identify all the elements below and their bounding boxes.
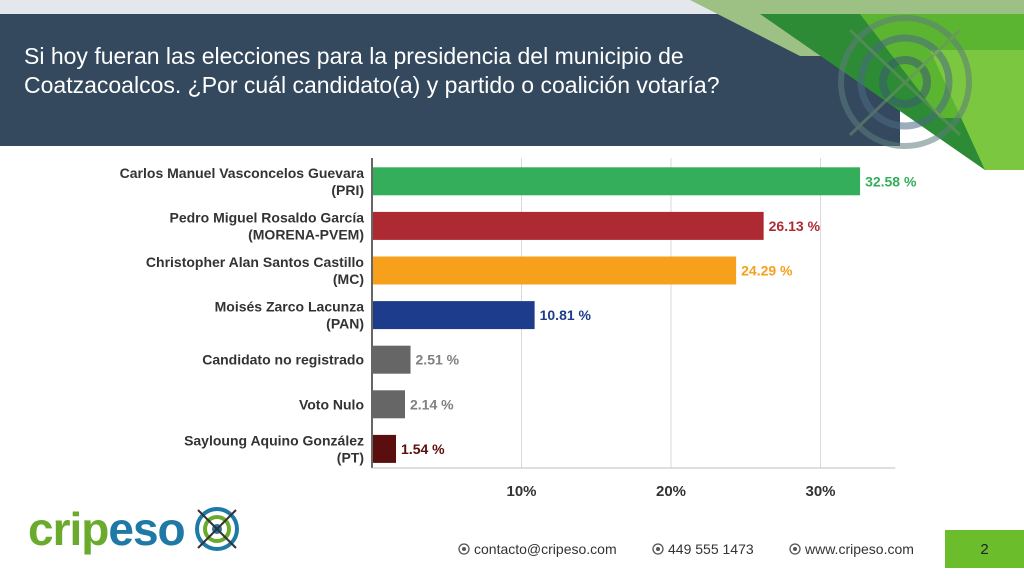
- category-label-line: (MC): [333, 271, 364, 287]
- bar: [373, 256, 737, 285]
- page-title: Si hoy fueran las elecciones para la pre…: [24, 43, 720, 98]
- category-label: Christopher Alan Santos Castillo (MC): [146, 254, 364, 287]
- data-label: 2.14 %: [410, 396, 454, 412]
- data-label: 24.29 %: [741, 263, 793, 279]
- title-banner: [0, 14, 900, 146]
- bar: [373, 434, 397, 463]
- contact-website[interactable]: www.cripeso.com: [789, 541, 914, 557]
- phone-text: 449 555 1473: [668, 541, 754, 557]
- category-label-line: (MORENA-PVEM): [248, 226, 364, 242]
- data-label: 10.81 %: [540, 307, 592, 323]
- data-label: 32.58 %: [865, 173, 917, 189]
- category-label: Moisés Zarco Lacunza (PAN): [215, 299, 365, 332]
- bar: [373, 301, 535, 330]
- category-label-line: Christopher Alan Santos Castillo: [146, 254, 364, 270]
- bar: [373, 345, 411, 374]
- page-number: 2: [945, 530, 1024, 568]
- data-label: 2.51 %: [416, 352, 460, 368]
- cripeso-logo: cripeso: [28, 503, 248, 560]
- category-label-line: Sayloung Aquino González: [184, 432, 364, 448]
- data-label: 26.13 %: [769, 218, 821, 234]
- category-label-line: Moisés Zarco Lacunza: [215, 299, 365, 315]
- globe-icon: [458, 543, 470, 555]
- category-label-line: Candidato no registrado: [202, 352, 364, 368]
- globe-icon: [789, 543, 801, 555]
- bar-chart: 10% 20% 30% 32.58 % Carlos Manuel Vasconcelo…: [120, 158, 917, 500]
- x-tick-label: 20%: [656, 483, 686, 500]
- bar: [373, 211, 764, 240]
- category-label: Candidato no registrado: [202, 352, 364, 368]
- logo-text-part1: crip: [28, 503, 109, 555]
- contact-phone[interactable]: 449 555 1473: [652, 541, 754, 557]
- website-text: www.cripeso.com: [805, 541, 914, 557]
- category-label-line: (PAN): [326, 316, 364, 332]
- category-label: Sayloung Aquino González (PT): [184, 432, 364, 465]
- email-text: contacto@cripeso.com: [474, 541, 617, 557]
- header-decoration: [690, 0, 1024, 170]
- category-label-line: (PT): [337, 449, 364, 465]
- category-label: Voto Nulo: [299, 396, 364, 412]
- bar: [373, 167, 861, 196]
- category-label-line: Voto Nulo: [299, 396, 364, 412]
- category-label-line: Pedro Miguel Rosaldo García: [170, 209, 365, 225]
- bar: [373, 390, 405, 419]
- target-icon: [195, 507, 239, 551]
- target-watermark-icon: [838, 15, 972, 149]
- logo-text-part2: eso: [108, 503, 185, 555]
- globe-icon: [652, 543, 664, 555]
- category-label: Carlos Manuel Vasconcelos Guevara (PRI): [120, 165, 365, 198]
- x-tick-label: 10%: [506, 483, 536, 500]
- data-label: 1.54 %: [401, 441, 445, 457]
- category-label-line: (PRI): [331, 182, 364, 198]
- category-label-line: Carlos Manuel Vasconcelos Guevara: [120, 165, 365, 181]
- contact-email[interactable]: contacto@cripeso.com: [458, 541, 617, 557]
- category-label: Pedro Miguel Rosaldo García (MORENA-PVEM): [170, 209, 365, 242]
- x-tick-label: 30%: [805, 483, 835, 500]
